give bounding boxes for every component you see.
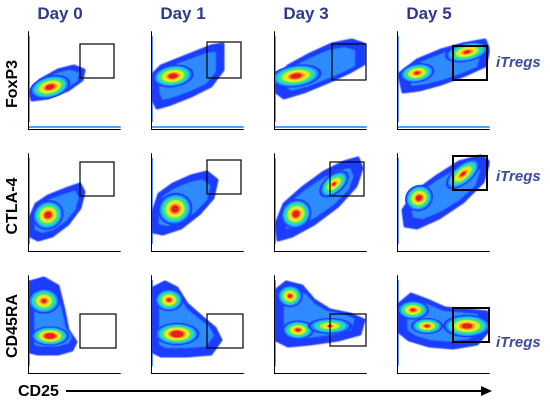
- plot-panel-cd45ra-day-0: [28, 273, 123, 374]
- plot-panel-ctla4-day-1: [151, 151, 246, 252]
- density-contour: [44, 211, 52, 219]
- plot-panel-foxp3-day-5: [397, 29, 492, 130]
- gate-box-cd45ra-day-0: [79, 313, 117, 349]
- plot-panel-cd45ra-day-1: [151, 273, 246, 374]
- row-label-ctla4: CTLA-4: [4, 177, 21, 234]
- density-cloud-foxp3-day-1: [151, 36, 245, 128]
- gate-box-cd45ra-day-1: [206, 313, 244, 349]
- column-header-day-0: Day 0: [37, 4, 82, 23]
- plot-panel-cd45ra-day-3: [274, 273, 369, 374]
- density-cloud-foxp3-day-3: [274, 36, 368, 128]
- density-cloud-cd45ra-day-3: [274, 280, 366, 366]
- gate-box-ctla4-day-5: [452, 155, 488, 191]
- density-contour: [461, 323, 473, 329]
- density-cloud-cd45ra-day-5: [397, 280, 491, 366]
- plot-panel-cd45ra-day-5: [397, 273, 492, 374]
- gate-box-foxp3-day-3: [331, 43, 367, 81]
- axis-events-strip: [28, 126, 122, 128]
- plot-panel-foxp3-day-1: [151, 29, 246, 130]
- column-header-day-1: Day 1: [160, 4, 205, 23]
- x-axis-label: CD25: [18, 383, 59, 400]
- density-contour: [45, 84, 55, 90]
- gate-box-ctla4-day-1: [206, 159, 242, 195]
- row-label-foxp3: FoxP3: [4, 60, 21, 108]
- axis-events-strip: [151, 126, 245, 128]
- density-contour: [410, 308, 416, 312]
- density-cloud-ctla4-day-1: [151, 158, 219, 244]
- density-cloud-ctla4-day-5: [397, 154, 491, 244]
- plot-grid: [28, 29, 492, 374]
- plot-panel-ctla4-day-3: [274, 151, 369, 252]
- density-contour: [463, 50, 471, 54]
- x-axis-arrow-head: [481, 386, 492, 396]
- annotation-itregs-foxp3: iTregs: [496, 54, 541, 71]
- plot-panel-ctla4-day-5: [397, 151, 492, 252]
- density-contour: [168, 73, 178, 79]
- density-contour: [292, 210, 300, 218]
- row-labels: FoxP3 CTLA-4 CD45RA: [4, 60, 21, 358]
- gate-box-foxp3-day-1: [206, 41, 242, 79]
- plot-panel-foxp3-day-3: [274, 29, 369, 130]
- density-cloud-cd45ra-day-1: [151, 280, 223, 366]
- density-contour: [332, 182, 336, 186]
- density-contour: [295, 328, 301, 332]
- density-contour: [41, 298, 47, 304]
- density-contour: [424, 324, 430, 328]
- annotation-itregs-cd45ra: iTregs: [496, 334, 541, 351]
- density-contour: [170, 205, 180, 213]
- density-contour: [44, 333, 56, 339]
- density-contour: [290, 73, 302, 79]
- gate-box-ctla4-day-3: [329, 161, 365, 197]
- density-cloud-foxp3-day-5: [397, 36, 491, 128]
- density-contour: [166, 298, 172, 302]
- gate-box-cd45ra-day-5: [452, 307, 490, 343]
- density-contour: [415, 194, 423, 202]
- plot-panel-ctla4-day-0: [28, 151, 123, 252]
- gate-box-foxp3-day-5: [452, 45, 488, 81]
- density-cloud-ctla4-day-3: [274, 156, 364, 244]
- density-contour: [287, 294, 293, 298]
- gate-box-ctla4-day-0: [79, 161, 115, 197]
- density-cloud-ctla4-day-0: [28, 158, 86, 244]
- density-cloud-cd45ra-day-0: [28, 276, 78, 366]
- gate-box-cd45ra-day-3: [329, 313, 367, 347]
- x-axis: CD25: [18, 383, 492, 400]
- density-contour: [170, 330, 184, 338]
- gate-box-foxp3-day-0: [79, 43, 115, 79]
- axis-events-strip: [397, 126, 491, 128]
- annotation-itregs-ctla4: iTregs: [496, 168, 541, 185]
- density-contour: [460, 171, 466, 177]
- row-annotations: iTregs iTregs iTregs: [496, 54, 541, 351]
- density-cloud-foxp3-day-0: [28, 36, 122, 128]
- column-header-day-5: Day 5: [406, 4, 451, 23]
- column-header-day-3: Day 3: [283, 4, 328, 23]
- axis-events-strip: [274, 126, 368, 128]
- row-label-cd45ra: CD45RA: [4, 294, 21, 358]
- density-contour: [414, 71, 420, 75]
- plot-panel-foxp3-day-0: [28, 29, 123, 130]
- column-headers: Day 0 Day 1 Day 3 Day 5: [37, 4, 451, 23]
